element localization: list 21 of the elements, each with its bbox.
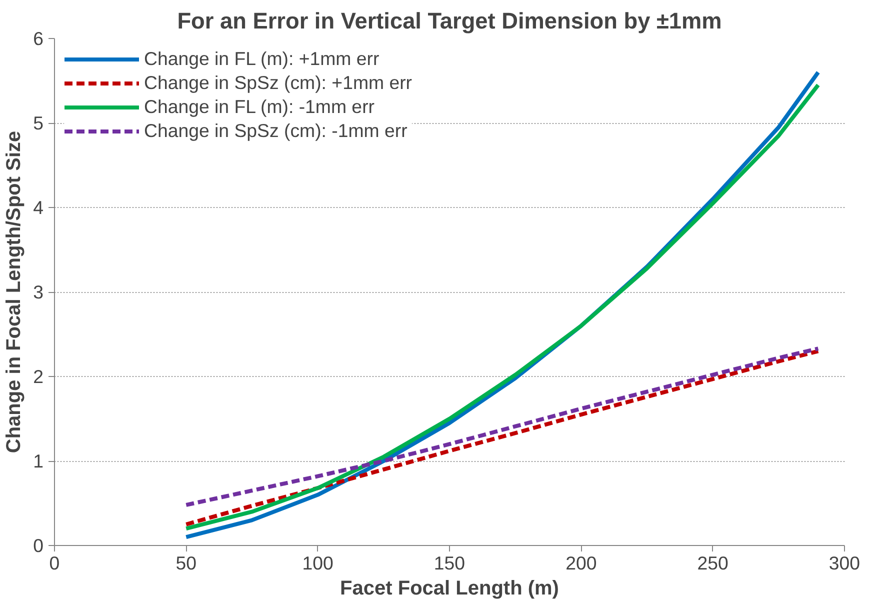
y-tick-label: 1 (33, 450, 44, 472)
x-tick-label: 150 (434, 552, 466, 574)
x-tick-label: 100 (302, 552, 334, 574)
y-axis-title: Change in Focal Length/Spot Size (3, 130, 26, 454)
y-tick-label: 3 (33, 282, 44, 302)
legend-label: Change in SpSz (cm): -1mm err (144, 120, 408, 142)
y-tick-label: 4 (33, 197, 44, 218)
legend-label: Change in SpSz (cm): +1mm err (144, 72, 412, 94)
x-tick-label: 200 (566, 552, 597, 574)
x-tick-label: 250 (697, 552, 728, 574)
chart-title: For an Error in Vertical Target Dimension by ±1mm (177, 8, 722, 34)
x-tick-label: 0 (49, 552, 60, 574)
y-tick-label: 2 (33, 366, 44, 387)
legend-label: Change in FL (m): +1mm err (144, 48, 380, 70)
x-axis-title: Facet Focal Length (m) (340, 578, 559, 600)
x-tick-label: 50 (176, 552, 197, 574)
y-tick-label: 5 (33, 112, 44, 134)
y-tick-label: 6 (33, 28, 44, 49)
y-tick-label: 0 (33, 535, 44, 556)
legend-label: Change in FL (m): -1mm err (144, 96, 374, 118)
x-tick-label: 300 (828, 552, 860, 574)
